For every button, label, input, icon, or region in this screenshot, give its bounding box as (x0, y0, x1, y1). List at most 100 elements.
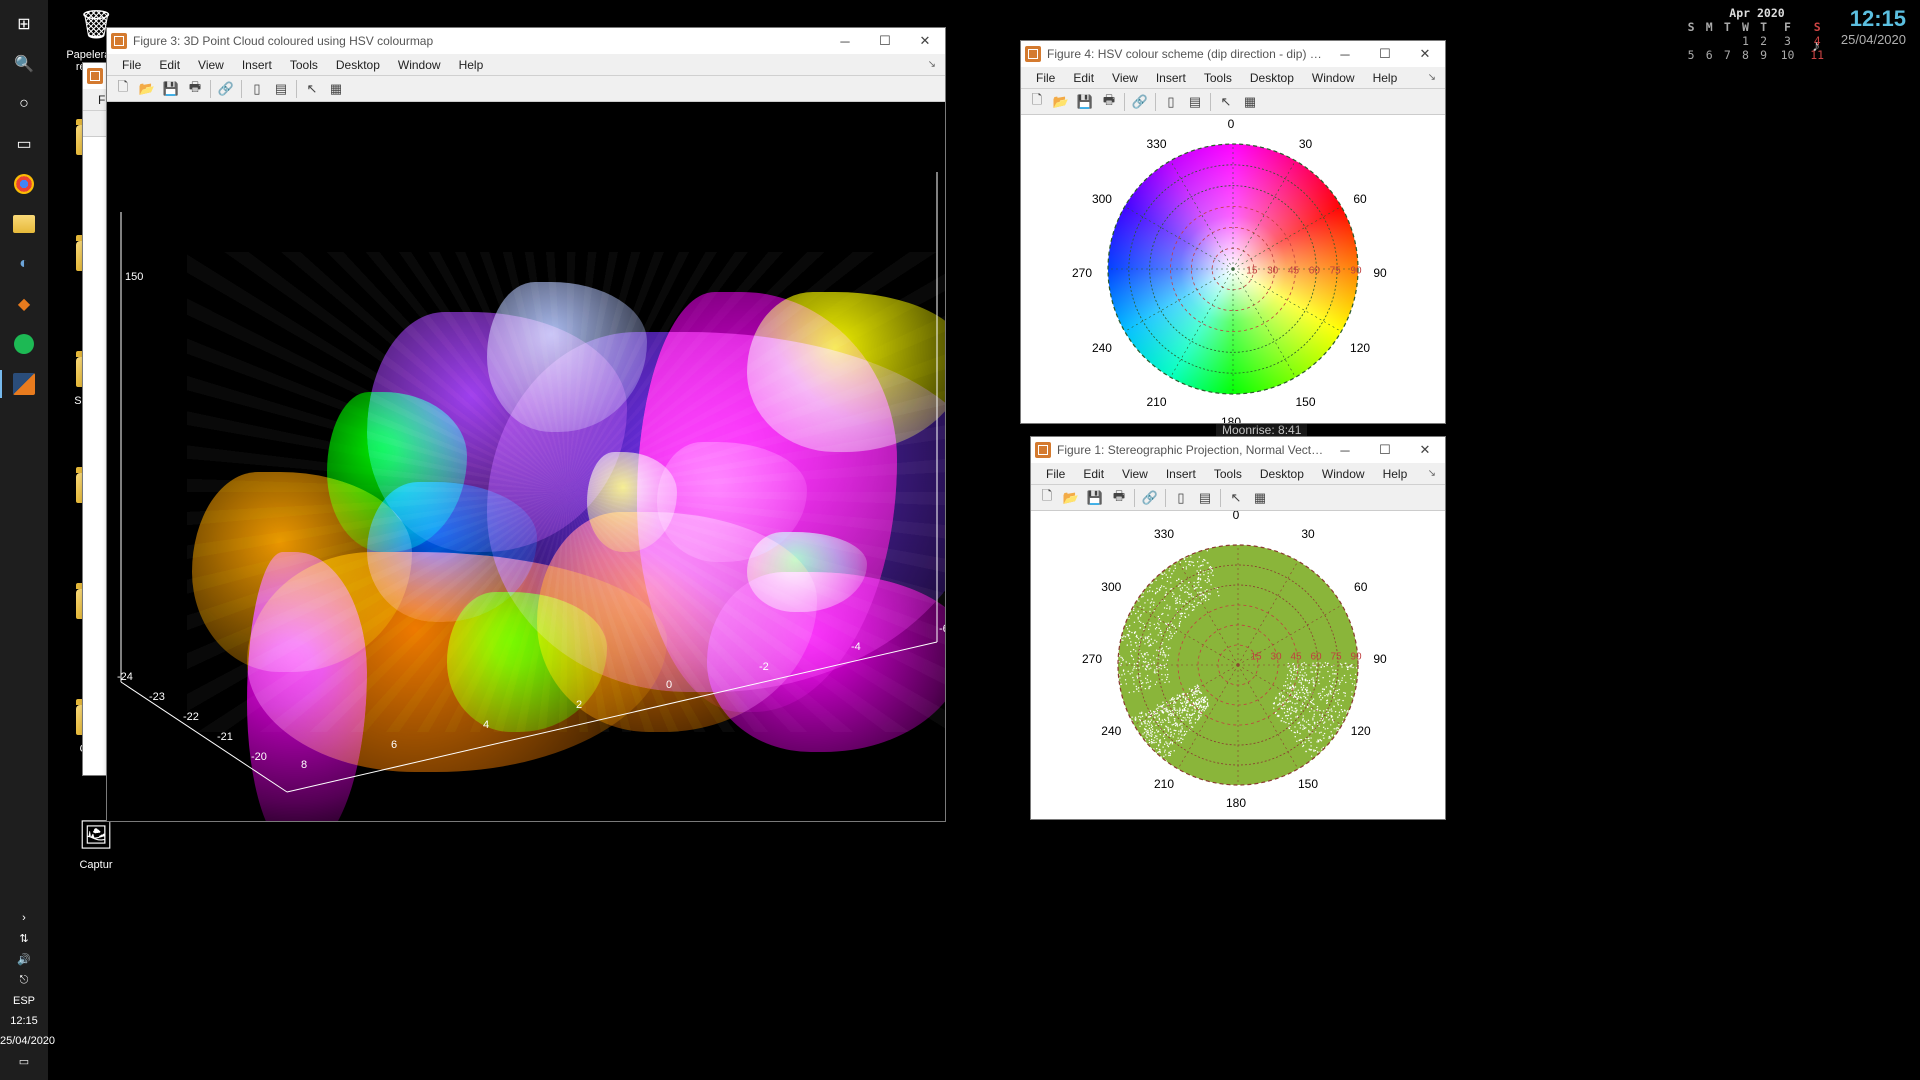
toolbar[interactable]: 🗋📂💾🖶 🔗 ▯▤ ↖▦ (1031, 485, 1445, 511)
close-button[interactable]: ✕ (905, 28, 945, 54)
spotify-icon[interactable] (0, 324, 48, 364)
menu-item-desktop[interactable]: Desktop (327, 56, 389, 74)
menu-item-desktop[interactable]: Desktop (1241, 69, 1303, 87)
open-icon[interactable]: 📂 (136, 78, 158, 100)
plot-tools-icon[interactable]: ▦ (1249, 487, 1271, 509)
link-icon[interactable]: 🔗 (215, 78, 237, 100)
dock-arrow-icon[interactable]: ↘ (1428, 468, 1439, 479)
print-icon[interactable]: 🖶 (1098, 91, 1120, 113)
taskbar-date[interactable]: 25/04/2020 (0, 1031, 48, 1051)
close-button[interactable]: ✕ (1405, 437, 1445, 463)
steam-icon[interactable]: ◐ (0, 244, 48, 284)
sound-icon[interactable]: 🔊 (0, 949, 48, 970)
usb-icon[interactable]: ⎋ (0, 970, 48, 991)
search-button[interactable]: 🔍 (0, 44, 48, 84)
menu-item-insert[interactable]: Insert (1157, 465, 1205, 483)
link-icon[interactable]: 🔗 (1129, 91, 1151, 113)
menu-item-view[interactable]: View (1103, 69, 1147, 87)
titlebar[interactable]: Figure 3: 3D Point Cloud coloured using … (107, 28, 945, 54)
legend-icon[interactable]: ▤ (1184, 91, 1206, 113)
titlebar[interactable]: Figure 4: HSV colour scheme (dip directi… (1021, 41, 1445, 67)
menu-item-edit[interactable]: Edit (150, 56, 189, 74)
close-button[interactable]: ✕ (1405, 41, 1445, 67)
figure-canvas[interactable]: 1802102402703003300306090120150153045607… (1031, 511, 1445, 819)
task-view-button[interactable]: ▭ (0, 124, 48, 164)
legend-icon[interactable]: ▤ (1194, 487, 1216, 509)
menu-item-file[interactable]: File (1037, 465, 1074, 483)
menubar[interactable]: FileEditViewInsertToolsDesktopWindowHelp… (107, 54, 945, 76)
link-icon[interactable]: 🔗 (1139, 487, 1161, 509)
clock-widget: 12:15 25/04/2020 (1841, 6, 1906, 47)
print-icon[interactable]: 🖶 (184, 78, 206, 100)
vlc-icon[interactable]: ◆ (0, 284, 48, 324)
menu-item-window[interactable]: Window (1313, 465, 1374, 483)
cursor-icon[interactable]: ↖ (1225, 487, 1247, 509)
dock-arrow-icon[interactable]: ↘ (1428, 72, 1439, 83)
clock-date: 25/04/2020 (1841, 32, 1906, 47)
menubar[interactable]: FileEditViewInsertToolsDesktopWindowHelp… (1031, 463, 1445, 485)
explorer-icon[interactable] (0, 204, 48, 244)
calendar-cell: 9 (1755, 48, 1773, 62)
menu-item-help[interactable]: Help (450, 56, 493, 74)
colorbar-icon[interactable]: ▯ (1160, 91, 1182, 113)
menu-item-view[interactable]: View (1113, 465, 1157, 483)
menu-item-window[interactable]: Window (1303, 69, 1364, 87)
maximize-button[interactable]: ☐ (1365, 437, 1405, 463)
titlebar[interactable]: Figure 1: Stereographic Projection, Norm… (1031, 437, 1445, 463)
maximize-button[interactable]: ☐ (865, 28, 905, 54)
menu-item-tools[interactable]: Tools (1195, 69, 1241, 87)
minimize-button[interactable]: ─ (825, 28, 865, 54)
menu-item-file[interactable]: File (113, 56, 150, 74)
figure-canvas[interactable]: 1802102402703003300306090120150153045607… (1021, 115, 1445, 423)
new-figure-icon[interactable]: 🗋 (112, 78, 134, 100)
notifications-icon[interactable]: ▭ (0, 1051, 48, 1072)
toolbar[interactable]: 🗋📂💾🖶 🔗 ▯▤ ↖▦ (107, 76, 945, 102)
dock-arrow-icon[interactable]: ↘ (928, 59, 939, 70)
open-icon[interactable]: 📂 (1060, 487, 1082, 509)
colorbar-icon[interactable]: ▯ (246, 78, 268, 100)
taskbar-time[interactable]: 12:15 (0, 1011, 48, 1031)
menu-item-edit[interactable]: Edit (1074, 465, 1113, 483)
desktop[interactable]: 🗑Papelera de reciclajeIcoSiSite 7 20Site… (48, 0, 1920, 1080)
network-icon[interactable]: ⇅ (0, 928, 48, 949)
print-icon[interactable]: 🖶 (1108, 487, 1130, 509)
figure3-window[interactable]: Figure 3: 3D Point Cloud coloured using … (106, 27, 946, 822)
cursor-icon[interactable]: ↖ (1215, 91, 1237, 113)
menu-item-file[interactable]: File (1027, 69, 1064, 87)
minimize-button[interactable]: ─ (1325, 437, 1365, 463)
menu-item-window[interactable]: Window (389, 56, 450, 74)
menu-item-help[interactable]: Help (1364, 69, 1407, 87)
figure-canvas[interactable]: 86420-2-4-6-24-23-22-21-20150 (107, 102, 945, 821)
chrome-icon[interactable] (0, 164, 48, 204)
language-indicator[interactable]: ESP (0, 991, 48, 1011)
plot-tools-icon[interactable]: ▦ (325, 78, 347, 100)
minimize-button[interactable]: ─ (1325, 41, 1365, 67)
menu-item-help[interactable]: Help (1374, 465, 1417, 483)
figure4-window[interactable]: Figure 4: HSV colour scheme (dip directi… (1020, 40, 1446, 424)
menu-item-desktop[interactable]: Desktop (1251, 465, 1313, 483)
colorbar-icon[interactable]: ▯ (1170, 487, 1192, 509)
cursor-icon[interactable]: ↖ (301, 78, 323, 100)
menubar[interactable]: FileEditViewInsertToolsDesktopWindowHelp… (1021, 67, 1445, 89)
matlab-icon[interactable] (0, 364, 48, 404)
menu-item-insert[interactable]: Insert (1147, 69, 1195, 87)
save-icon[interactable]: 💾 (1084, 487, 1106, 509)
new-figure-icon[interactable]: 🗋 (1026, 91, 1048, 113)
open-icon[interactable]: 📂 (1050, 91, 1072, 113)
start-button[interactable]: ⊞ (0, 4, 48, 44)
cortana-button[interactable]: ○ (0, 84, 48, 124)
menu-item-edit[interactable]: Edit (1064, 69, 1103, 87)
figure1-window[interactable]: Figure 1: Stereographic Projection, Norm… (1030, 436, 1446, 820)
save-icon[interactable]: 💾 (160, 78, 182, 100)
menu-item-view[interactable]: View (189, 56, 233, 74)
menu-item-tools[interactable]: Tools (1205, 465, 1251, 483)
expand-tray-icon[interactable]: › (0, 908, 48, 928)
toolbar[interactable]: 🗋📂💾🖶 🔗 ▯▤ ↖▦ (1021, 89, 1445, 115)
new-figure-icon[interactable]: 🗋 (1036, 487, 1058, 509)
legend-icon[interactable]: ▤ (270, 78, 292, 100)
menu-item-tools[interactable]: Tools (281, 56, 327, 74)
maximize-button[interactable]: ☐ (1365, 41, 1405, 67)
menu-item-insert[interactable]: Insert (233, 56, 281, 74)
save-icon[interactable]: 💾 (1074, 91, 1096, 113)
plot-tools-icon[interactable]: ▦ (1239, 91, 1261, 113)
